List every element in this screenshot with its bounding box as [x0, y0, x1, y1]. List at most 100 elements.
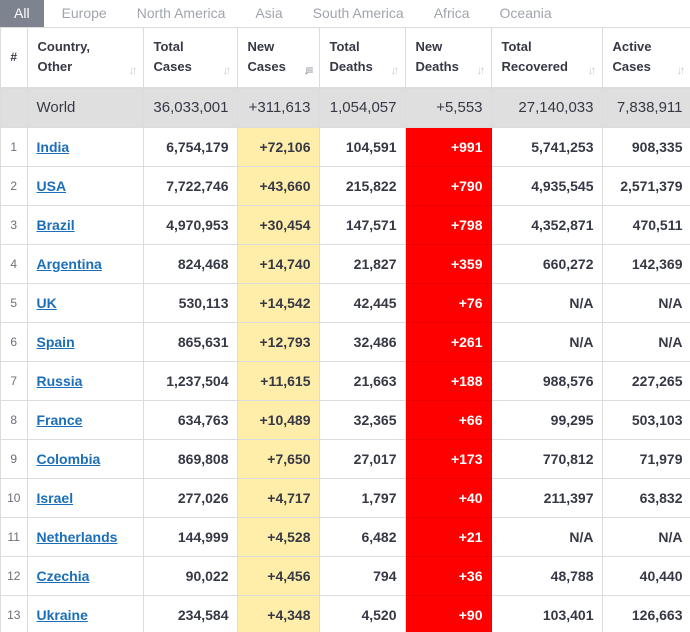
rank-cell: 12: [1, 556, 28, 596]
country-link[interactable]: Spain: [36, 334, 75, 350]
country-link[interactable]: Israel: [36, 490, 74, 506]
table-row: 12 Czechia 90,022 +4,456 794 +36 48,788 40,440: [1, 556, 690, 596]
tab-all[interactable]: All: [0, 0, 44, 28]
country-link[interactable]: Colombia: [36, 451, 101, 467]
sort-descending-icon[interactable]: ↓≡: [303, 63, 313, 77]
table-row: 1 India 6,754,179 +72,106 104,591 +991 5,741,2…: [1, 127, 690, 167]
tab-asia[interactable]: Asia: [255, 5, 283, 21]
total-cases-cell: 1,237,504: [143, 361, 238, 401]
country-link[interactable]: Ukraine: [36, 607, 88, 623]
table-row: 5 UK 530,113 +14,542 42,445 +76 N/A N/A: [1, 283, 690, 323]
sort-arrows-icon[interactable]: ↓↑: [128, 63, 138, 77]
header-total-cases-line2: Cases: [153, 59, 192, 75]
total-cases-cell: 144,999: [143, 517, 238, 557]
region-tabs: All Europe North America Asia South Amer…: [0, 0, 690, 28]
country-link[interactable]: Brazil: [36, 217, 75, 233]
new-deaths-cell: +798: [405, 205, 492, 245]
country-link[interactable]: USA: [36, 178, 67, 194]
header-new-cases[interactable]: New Cases ↓≡: [237, 27, 320, 89]
table-row: 4 Argentina 824,468 +14,740 21,827 +359 660,27…: [1, 244, 690, 284]
header-country-line2: Other: [37, 59, 73, 75]
sort-arrows-icon[interactable]: ↓↑: [676, 63, 686, 77]
header-total-recovered-line2: Recovered: [501, 59, 568, 75]
header-active-cases[interactable]: Active Cases ↓↑: [602, 27, 690, 89]
country-link[interactable]: Netherlands: [36, 529, 118, 545]
total-deaths-cell: 794: [319, 556, 406, 596]
total-deaths-cell: 6,482: [319, 517, 406, 557]
country-link[interactable]: Russia: [36, 373, 83, 389]
world-label: World: [27, 87, 144, 128]
header-country[interactable]: Country, Other ↓↑: [27, 27, 144, 89]
header-active-cases-line2: Cases: [612, 59, 651, 75]
sort-arrows-icon[interactable]: ↓↑: [476, 63, 486, 77]
sort-arrows-icon[interactable]: ↓↑: [390, 63, 400, 77]
rank-cell: 7: [1, 361, 28, 401]
world-new-cases: +311,613: [237, 87, 320, 128]
rank-cell: 8: [1, 400, 28, 440]
total-recovered-cell: N/A: [491, 322, 603, 362]
new-cases-cell: +12,793: [237, 322, 320, 362]
total-recovered-cell: N/A: [491, 517, 603, 557]
country-link-cell: France: [27, 400, 144, 440]
header-total-deaths-line1: Total: [329, 39, 360, 55]
total-cases-cell: 4,970,953: [143, 205, 238, 245]
tab-south-america[interactable]: South America: [312, 5, 404, 21]
total-deaths-cell: 104,591: [319, 127, 406, 167]
country-link[interactable]: France: [36, 412, 83, 428]
header-new-cases-line2: Cases: [247, 59, 286, 75]
total-recovered-cell: 4,935,545: [491, 166, 603, 206]
table-row: 9 Colombia 869,808 +7,650 27,017 +173 770,812 7…: [1, 439, 690, 479]
header-total-deaths[interactable]: Total Deaths ↓↑: [319, 27, 406, 89]
rank-cell: 4: [1, 244, 28, 284]
tab-europe[interactable]: Europe: [61, 5, 107, 21]
tab-africa[interactable]: Africa: [433, 5, 470, 21]
country-link-cell: Israel: [27, 478, 144, 518]
new-cases-cell: +10,489: [237, 400, 320, 440]
new-cases-cell: +72,106: [237, 127, 320, 167]
country-link[interactable]: UK: [36, 295, 57, 311]
new-cases-cell: +14,740: [237, 244, 320, 284]
new-cases-cell: +4,717: [237, 478, 320, 518]
sort-arrows-icon[interactable]: ↓↑: [587, 63, 597, 77]
new-deaths-cell: +66: [405, 400, 492, 440]
active-cases-cell: 71,979: [602, 439, 690, 479]
header-total-recovered-line1: Total: [501, 39, 532, 55]
country-link-cell: Netherlands: [27, 517, 144, 557]
total-recovered-cell: 4,352,871: [491, 205, 603, 245]
active-cases-cell: N/A: [602, 517, 690, 557]
total-cases-cell: 234,584: [143, 595, 238, 632]
total-recovered-cell: 5,741,253: [491, 127, 603, 167]
active-cases-cell: 503,103: [602, 400, 690, 440]
country-link[interactable]: Argentina: [36, 256, 102, 272]
total-recovered-cell: 103,401: [491, 595, 603, 632]
rank-cell: 6: [1, 322, 28, 362]
sort-arrows-icon[interactable]: ↓↑: [222, 63, 232, 77]
country-link-cell: Colombia: [27, 439, 144, 479]
new-cases-cell: +14,542: [237, 283, 320, 323]
header-total-cases[interactable]: Total Cases ↓↑: [143, 27, 238, 89]
new-deaths-cell: +76: [405, 283, 492, 323]
world-new-deaths: +5,553: [405, 87, 492, 128]
tab-north-america[interactable]: North America: [136, 5, 226, 21]
table-row: 2 USA 7,722,746 +43,660 215,822 +790 4,935,545…: [1, 166, 690, 206]
world-active-cases: 7,838,911: [602, 87, 690, 128]
total-deaths-cell: 21,827: [319, 244, 406, 284]
header-rank: #: [1, 27, 28, 89]
tab-oceania[interactable]: Oceania: [499, 5, 552, 21]
header-total-recovered[interactable]: Total Recovered ↓↑: [491, 27, 603, 89]
total-recovered-cell: N/A: [491, 283, 603, 323]
header-new-deaths[interactable]: New Deaths ↓↑: [405, 27, 492, 89]
country-link[interactable]: Czechia: [36, 568, 90, 584]
total-cases-cell: 277,026: [143, 478, 238, 518]
country-link-cell: Czechia: [27, 556, 144, 596]
rank-cell: 13: [1, 595, 28, 632]
total-deaths-cell: 32,365: [319, 400, 406, 440]
rank-cell: 5: [1, 283, 28, 323]
new-cases-cell: +4,348: [237, 595, 320, 632]
active-cases-cell: N/A: [602, 322, 690, 362]
rank-cell: 9: [1, 439, 28, 479]
country-link[interactable]: India: [36, 139, 70, 155]
world-total-recovered: 27,140,033: [491, 87, 603, 128]
total-cases-cell: 869,808: [143, 439, 238, 479]
rank-cell: 1: [1, 127, 28, 167]
